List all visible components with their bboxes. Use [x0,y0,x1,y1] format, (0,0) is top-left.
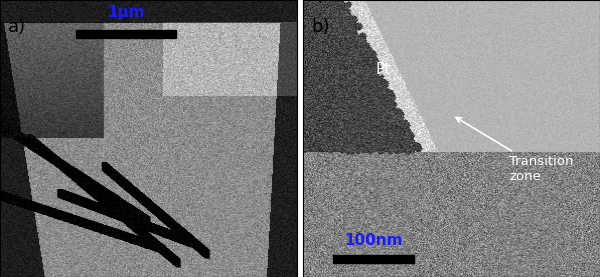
Bar [333,255,414,263]
Text: a): a) [8,18,26,36]
Text: Pt: Pt [376,63,391,78]
Text: 100nm: 100nm [344,233,403,248]
Text: Transition
zone: Transition zone [456,117,574,183]
Text: b): b) [311,18,329,36]
Text: 1μm: 1μm [107,5,145,20]
Bar [76,30,176,38]
